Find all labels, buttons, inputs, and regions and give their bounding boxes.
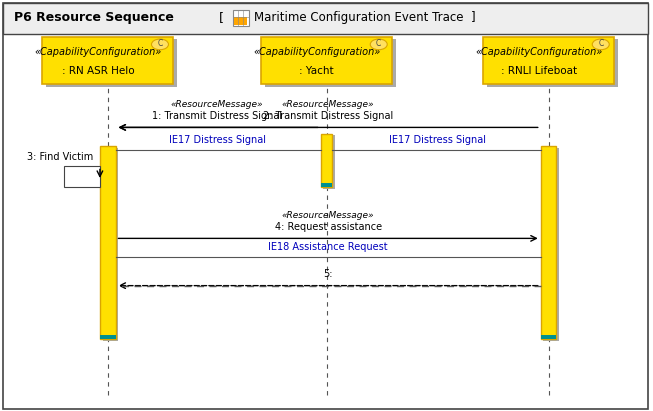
Circle shape bbox=[370, 39, 387, 50]
Text: 2: Transmit Distress Signal: 2: Transmit Distress Signal bbox=[263, 111, 393, 121]
Bar bbox=[261, 37, 392, 84]
Text: «ResourceMessage»: «ResourceMessage» bbox=[282, 100, 374, 109]
Text: 1: Transmit Distress Signal: 1: Transmit Distress Signal bbox=[152, 111, 282, 121]
Bar bbox=[42, 37, 173, 84]
Bar bbox=[3, 3, 648, 34]
Text: C: C bbox=[157, 39, 163, 48]
Bar bbox=[103, 148, 118, 341]
Bar bbox=[321, 183, 332, 187]
Circle shape bbox=[151, 39, 168, 50]
Text: C: C bbox=[598, 39, 603, 48]
Text: «CapabilityConfiguration»: «CapabilityConfiguration» bbox=[253, 47, 380, 57]
Text: C: C bbox=[376, 39, 381, 48]
Bar bbox=[46, 39, 177, 87]
Text: IE17 Distress Signal: IE17 Distress Signal bbox=[168, 135, 266, 145]
Bar bbox=[483, 37, 614, 84]
Text: 3: Find Victim: 3: Find Victim bbox=[27, 152, 93, 162]
Bar bbox=[234, 17, 247, 25]
Text: «ResourceMessage»: «ResourceMessage» bbox=[171, 100, 263, 109]
Text: [: [ bbox=[219, 11, 224, 24]
Text: P6 Resource Sequence: P6 Resource Sequence bbox=[14, 11, 174, 24]
Bar bbox=[323, 135, 335, 189]
Text: IE17 Distress Signal: IE17 Distress Signal bbox=[389, 135, 486, 145]
Bar bbox=[541, 146, 556, 339]
Bar bbox=[233, 9, 249, 26]
Text: «CapabilityConfiguration»: «CapabilityConfiguration» bbox=[35, 47, 161, 57]
Text: IE18 Assistance Request: IE18 Assistance Request bbox=[268, 242, 388, 252]
Text: : RN ASR Helo: : RN ASR Helo bbox=[61, 66, 135, 76]
Text: «CapabilityConfiguration»: «CapabilityConfiguration» bbox=[475, 47, 602, 57]
Text: : Yacht: : Yacht bbox=[299, 66, 334, 76]
Bar bbox=[100, 335, 116, 339]
Bar bbox=[487, 39, 618, 87]
Circle shape bbox=[592, 39, 609, 50]
Bar bbox=[265, 39, 396, 87]
Text: 5:: 5: bbox=[323, 270, 333, 279]
Bar bbox=[321, 134, 332, 187]
Text: : RNLI Lifeboat: : RNLI Lifeboat bbox=[501, 66, 577, 76]
Bar bbox=[543, 148, 559, 341]
Bar bbox=[100, 146, 116, 339]
Text: «ResourceMessage»: «ResourceMessage» bbox=[282, 211, 374, 220]
Text: 4: Request assistance: 4: Request assistance bbox=[274, 222, 382, 232]
Bar bbox=[541, 335, 556, 339]
Bar bbox=[64, 166, 100, 187]
Text: Maritime Configuration Event Trace  ]: Maritime Configuration Event Trace ] bbox=[254, 11, 475, 24]
